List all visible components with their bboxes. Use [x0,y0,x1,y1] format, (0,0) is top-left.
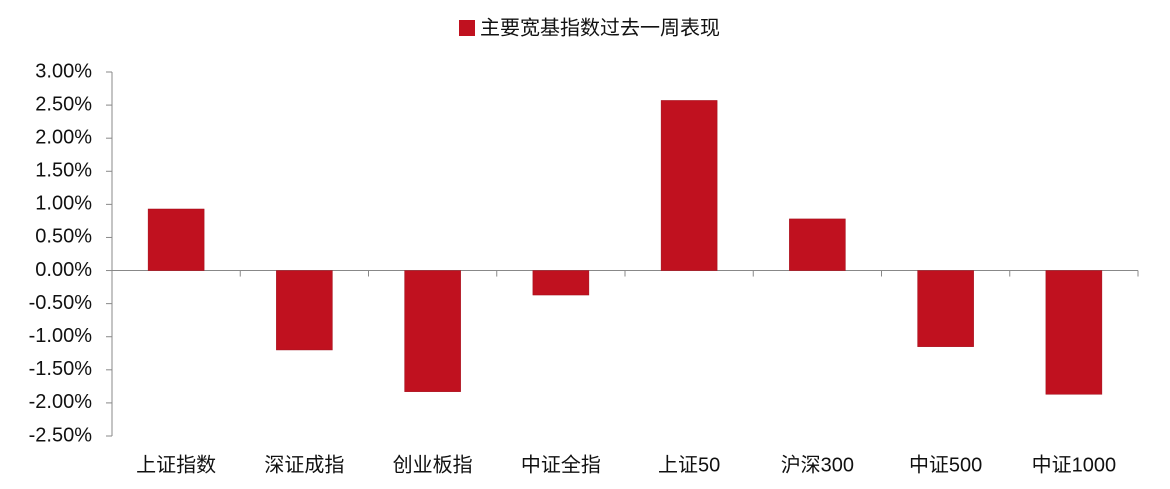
x-tick-label: 上证指数 [136,453,216,476]
legend-label: 主要宽基指数过去一周表现 [480,16,720,39]
bar [1045,270,1103,395]
x-tick-label: 沪深300 [781,453,854,476]
bar [660,100,718,271]
y-tick-label: -1.00% [29,325,93,347]
bar [789,218,846,271]
legend-swatch [459,20,475,36]
x-tick-label: 深证成指 [264,453,344,476]
y-tick-label: 0.00% [35,259,92,281]
y-tick-label: -1.50% [29,358,93,380]
y-tick-label: 0.50% [35,226,92,248]
y-tick-label: 1.00% [35,193,92,215]
bar [404,270,461,392]
y-tick-label: 3.00% [35,60,92,82]
y-tick-label: 2.00% [35,126,92,148]
y-tick-label: 2.50% [35,93,92,115]
y-tick-label: -2.00% [29,391,93,413]
bar [276,270,333,351]
y-tick-label: 1.50% [35,160,92,182]
bar [917,270,974,347]
x-tick-label: 中证全指 [521,453,601,476]
y-tick-label: -0.50% [29,292,93,314]
x-tick-label: 创业板指 [393,453,473,476]
x-tick-label: 中证1000 [1032,453,1117,476]
x-tick-label: 中证500 [909,453,982,476]
bar [532,270,590,296]
bar [147,208,205,271]
y-tick-label: -2.50% [29,424,93,446]
x-tick-label: 上证50 [658,453,720,476]
